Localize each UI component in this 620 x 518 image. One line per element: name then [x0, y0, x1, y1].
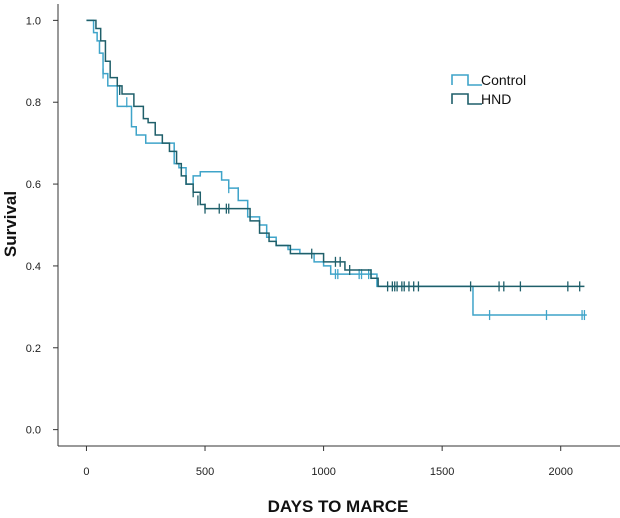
y-tick-label: 0.0	[26, 425, 41, 437]
x-tick-label: 0	[83, 466, 89, 478]
y-axis-title: Survival	[1, 191, 20, 257]
x-tick-label: 1000	[311, 466, 335, 478]
x-tick-label: 2000	[548, 466, 572, 478]
y-tick-label: 0.2	[26, 343, 41, 355]
y-tick-label: 0.8	[26, 97, 41, 109]
y-tick-label: 0.6	[26, 179, 41, 191]
series-line-hnd	[86, 19, 585, 288]
legend-label-control: Control	[481, 72, 526, 88]
series-line-control	[86, 19, 587, 316]
series-layer	[86, 19, 587, 321]
x-tick-label: 1500	[430, 466, 454, 478]
x-tick-label: 500	[196, 466, 214, 478]
axes: 0 500 1000 1500 2000 0.0 0.2 0.4 0.6 0.8 1.0	[26, 4, 620, 478]
y-tick-label: 0.4	[26, 261, 41, 273]
x-axis-title: DAYS TO MARCE	[268, 497, 409, 516]
y-tick-label: 1.0	[26, 15, 41, 27]
legend: Control HND	[451, 72, 526, 107]
legend-label-hnd: HND	[481, 91, 511, 107]
legend-swatch-control	[451, 74, 482, 86]
legend-swatch-hnd	[451, 93, 482, 105]
